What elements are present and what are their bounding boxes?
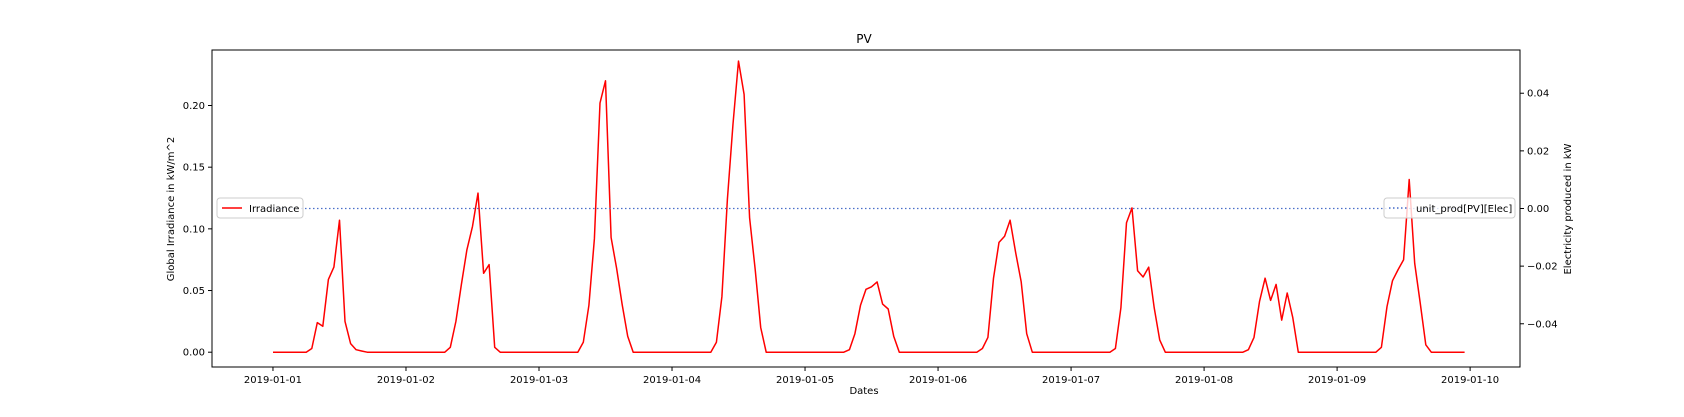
x-tick-label: 2019-01-09 [1308, 375, 1366, 386]
left-y-tick-label: 0.10 [183, 224, 205, 235]
right-y-tick-label: 0.04 [1527, 89, 1549, 100]
left-y-tick-label: 0.15 [183, 163, 205, 174]
left-y-tick-label: 0.00 [183, 348, 205, 359]
left-y-axis-ticks: 0.00 0.05 0.10 0.15 0.20 [183, 101, 212, 359]
legend-irradiance-label: Irradiance [249, 204, 299, 215]
x-tick-label: 2019-01-07 [1042, 375, 1100, 386]
right-y-tick-label: 0.02 [1527, 146, 1549, 157]
right-y-tick-label: −0.04 [1527, 319, 1558, 330]
x-tick-label: 2019-01-02 [377, 375, 435, 386]
legend-unit-prod-label: unit_prod[PV][Elec] [1416, 204, 1512, 215]
x-tick-label: 2019-01-10 [1441, 375, 1499, 386]
legend-irradiance: Irradiance [216, 197, 304, 219]
x-axis-title: Dates [849, 386, 878, 397]
left-y-tick-label: 0.05 [183, 286, 205, 297]
series-line-irradiance [273, 60, 1465, 353]
plot-lines [273, 60, 1465, 353]
chart-title: PV [856, 32, 872, 46]
plot-area-frame [211, 49, 1521, 368]
right-y-axis-title: Electricity produced in kW [1563, 143, 1574, 274]
legend-unit-prod: unit_prod[PV][Elec] [1383, 197, 1516, 219]
left-y-tick-label: 0.20 [183, 101, 205, 112]
x-tick-label: 2019-01-03 [510, 375, 568, 386]
right-y-axis-ticks: −0.04 −0.02 0.00 0.02 0.04 [1520, 89, 1558, 330]
x-tick-label: 2019-01-08 [1175, 375, 1233, 386]
x-tick-label: 2019-01-05 [776, 375, 834, 386]
x-tick-label: 2019-01-01 [244, 375, 302, 386]
legend-box [216, 197, 304, 219]
x-tick-label: 2019-01-06 [909, 375, 967, 386]
x-tick-label: 2019-01-04 [643, 375, 701, 386]
right-y-tick-label: 0.00 [1527, 204, 1549, 215]
left-y-axis-title: Global Irradiance in kW/m^2 [166, 137, 177, 281]
legend-box [1383, 197, 1516, 219]
x-axis-ticks: 2019-01-01 2019-01-02 2019-01-03 2019-01-04… [244, 367, 1499, 386]
right-y-tick-label: −0.02 [1527, 262, 1558, 273]
